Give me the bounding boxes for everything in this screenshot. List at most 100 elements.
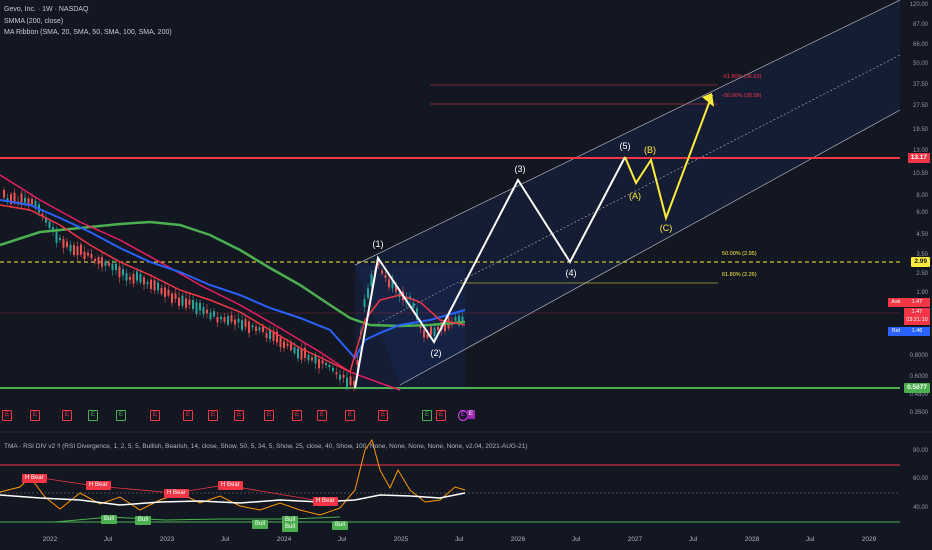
candle-body (87, 252, 89, 256)
bid-label: Bid (888, 327, 904, 336)
candle-body (395, 284, 397, 292)
rsi-bull-label: Bull (252, 520, 269, 529)
earnings-marker[interactable]: E (345, 410, 355, 421)
candle-body (423, 330, 425, 338)
candle-body (244, 318, 247, 328)
rsi-indicator-title[interactable]: TMA - RSI DIV v2 ‼ (RSI Divergence, 1, 2… (4, 443, 528, 450)
time-axis-label: Jul (805, 536, 815, 543)
candle-body (314, 355, 317, 364)
rsi-bear-label: H Bear (86, 481, 111, 490)
price-label: 19.50 (912, 127, 928, 133)
candle-body (381, 270, 383, 274)
earnings-marker[interactable]: E (317, 410, 327, 421)
candle-body (146, 281, 149, 285)
earnings-marker[interactable]: E (208, 410, 218, 421)
earnings-marker[interactable]: E (183, 410, 193, 421)
wave-4-label: (4) (565, 268, 577, 278)
candle-body (34, 200, 37, 208)
time-axis-label: Jul (337, 536, 347, 543)
earnings-marker[interactable]: E (88, 410, 98, 421)
time-axis-label: 2024 (276, 536, 292, 543)
time-axis-label: 2029 (861, 536, 877, 543)
earnings-marker[interactable]: E (150, 410, 160, 421)
candle-body (412, 303, 415, 308)
candle-body (416, 308, 418, 320)
earnings-marker[interactable]: E (422, 410, 432, 421)
earnings-marker[interactable]: E (264, 410, 274, 421)
fib-ext-618-label: -61.80% (36.63) (722, 74, 762, 80)
candle-body (384, 275, 387, 279)
candle-body (307, 354, 310, 361)
channel-bottom-line (399, 109, 901, 386)
candle-body (276, 331, 278, 343)
rsi-axis-label: 60.00 (912, 476, 928, 482)
rsi-bull-label: Bull (282, 516, 299, 525)
fib-price-tag: 2.99 (911, 257, 930, 267)
rsi-bear-label: H Bear (313, 497, 338, 506)
candle-body (269, 330, 271, 340)
candle-body (356, 360, 359, 366)
candle-body (45, 217, 47, 223)
earnings-marker[interactable]: E (234, 410, 244, 421)
price-label: 27.50 (912, 103, 928, 109)
rsi-bear-label: H Bear (164, 489, 189, 498)
candle-body (209, 312, 212, 320)
price-label: 1.90 (916, 290, 928, 296)
candle-body (391, 280, 394, 289)
candle-body (181, 295, 184, 306)
candle-body (370, 274, 373, 287)
candle-body (297, 348, 299, 359)
candle-body (10, 194, 12, 204)
earnings-marker[interactable]: E (292, 410, 302, 421)
candle-body (13, 192, 16, 202)
earnings-marker[interactable]: E (62, 410, 72, 421)
candle-body (101, 257, 103, 267)
candle-body (62, 238, 65, 248)
ma-blue-line (0, 199, 466, 360)
candle-body (377, 261, 380, 266)
candle-body (164, 287, 166, 297)
time-axis-label: 2028 (744, 536, 760, 543)
earnings-marker[interactable]: E (116, 410, 126, 421)
earnings-marker[interactable]: E (436, 410, 446, 421)
wave-1-label: (1) (372, 239, 384, 249)
symbol-title[interactable]: Gevo, Inc. · 1W · NASDAQ (4, 6, 89, 13)
candle-body (251, 325, 254, 328)
candle-body (286, 343, 289, 346)
candle-body (178, 297, 180, 306)
channel-top-line (354, 0, 901, 266)
candle-body (171, 293, 173, 303)
rsi-axis-label: 80.00 (912, 448, 928, 454)
split-marker[interactable]: E (467, 410, 475, 419)
candle-body (160, 287, 163, 294)
price-label: 0.3500 (909, 410, 928, 416)
earnings-marker[interactable]: E (378, 410, 388, 421)
candle-body (279, 337, 282, 348)
candle-body (80, 244, 82, 255)
candle-body (108, 262, 110, 266)
bar-countdown: 03:21:10 (906, 317, 928, 323)
wave-3-label: (3) (514, 164, 526, 174)
candle-body (83, 251, 86, 260)
candle-body (262, 326, 264, 332)
candle-body (6, 198, 9, 201)
price-label: 0.8000 (909, 353, 928, 359)
candle-body (272, 331, 275, 341)
price-label: 2.50 (916, 271, 928, 277)
candle-body (339, 374, 341, 380)
earnings-marker[interactable]: E (2, 410, 12, 421)
candle-body (76, 246, 79, 256)
wave-2-label: (2) (430, 348, 442, 358)
smma-indicator-label[interactable]: SMMA (200, close) (4, 18, 64, 25)
candle-body (174, 293, 177, 299)
time-axis-label: Jul (454, 536, 464, 543)
candle-body (419, 324, 422, 329)
candle-body (367, 288, 369, 298)
candle-body (409, 296, 411, 299)
candle-body (94, 258, 96, 261)
candle-body (188, 299, 191, 305)
earnings-marker[interactable]: E (30, 410, 40, 421)
candle-body (104, 261, 107, 266)
ma-ribbon-indicator-label[interactable]: MA Ribbon (SMA, 20, SMA, 50, SMA, 100, S… (4, 29, 172, 36)
